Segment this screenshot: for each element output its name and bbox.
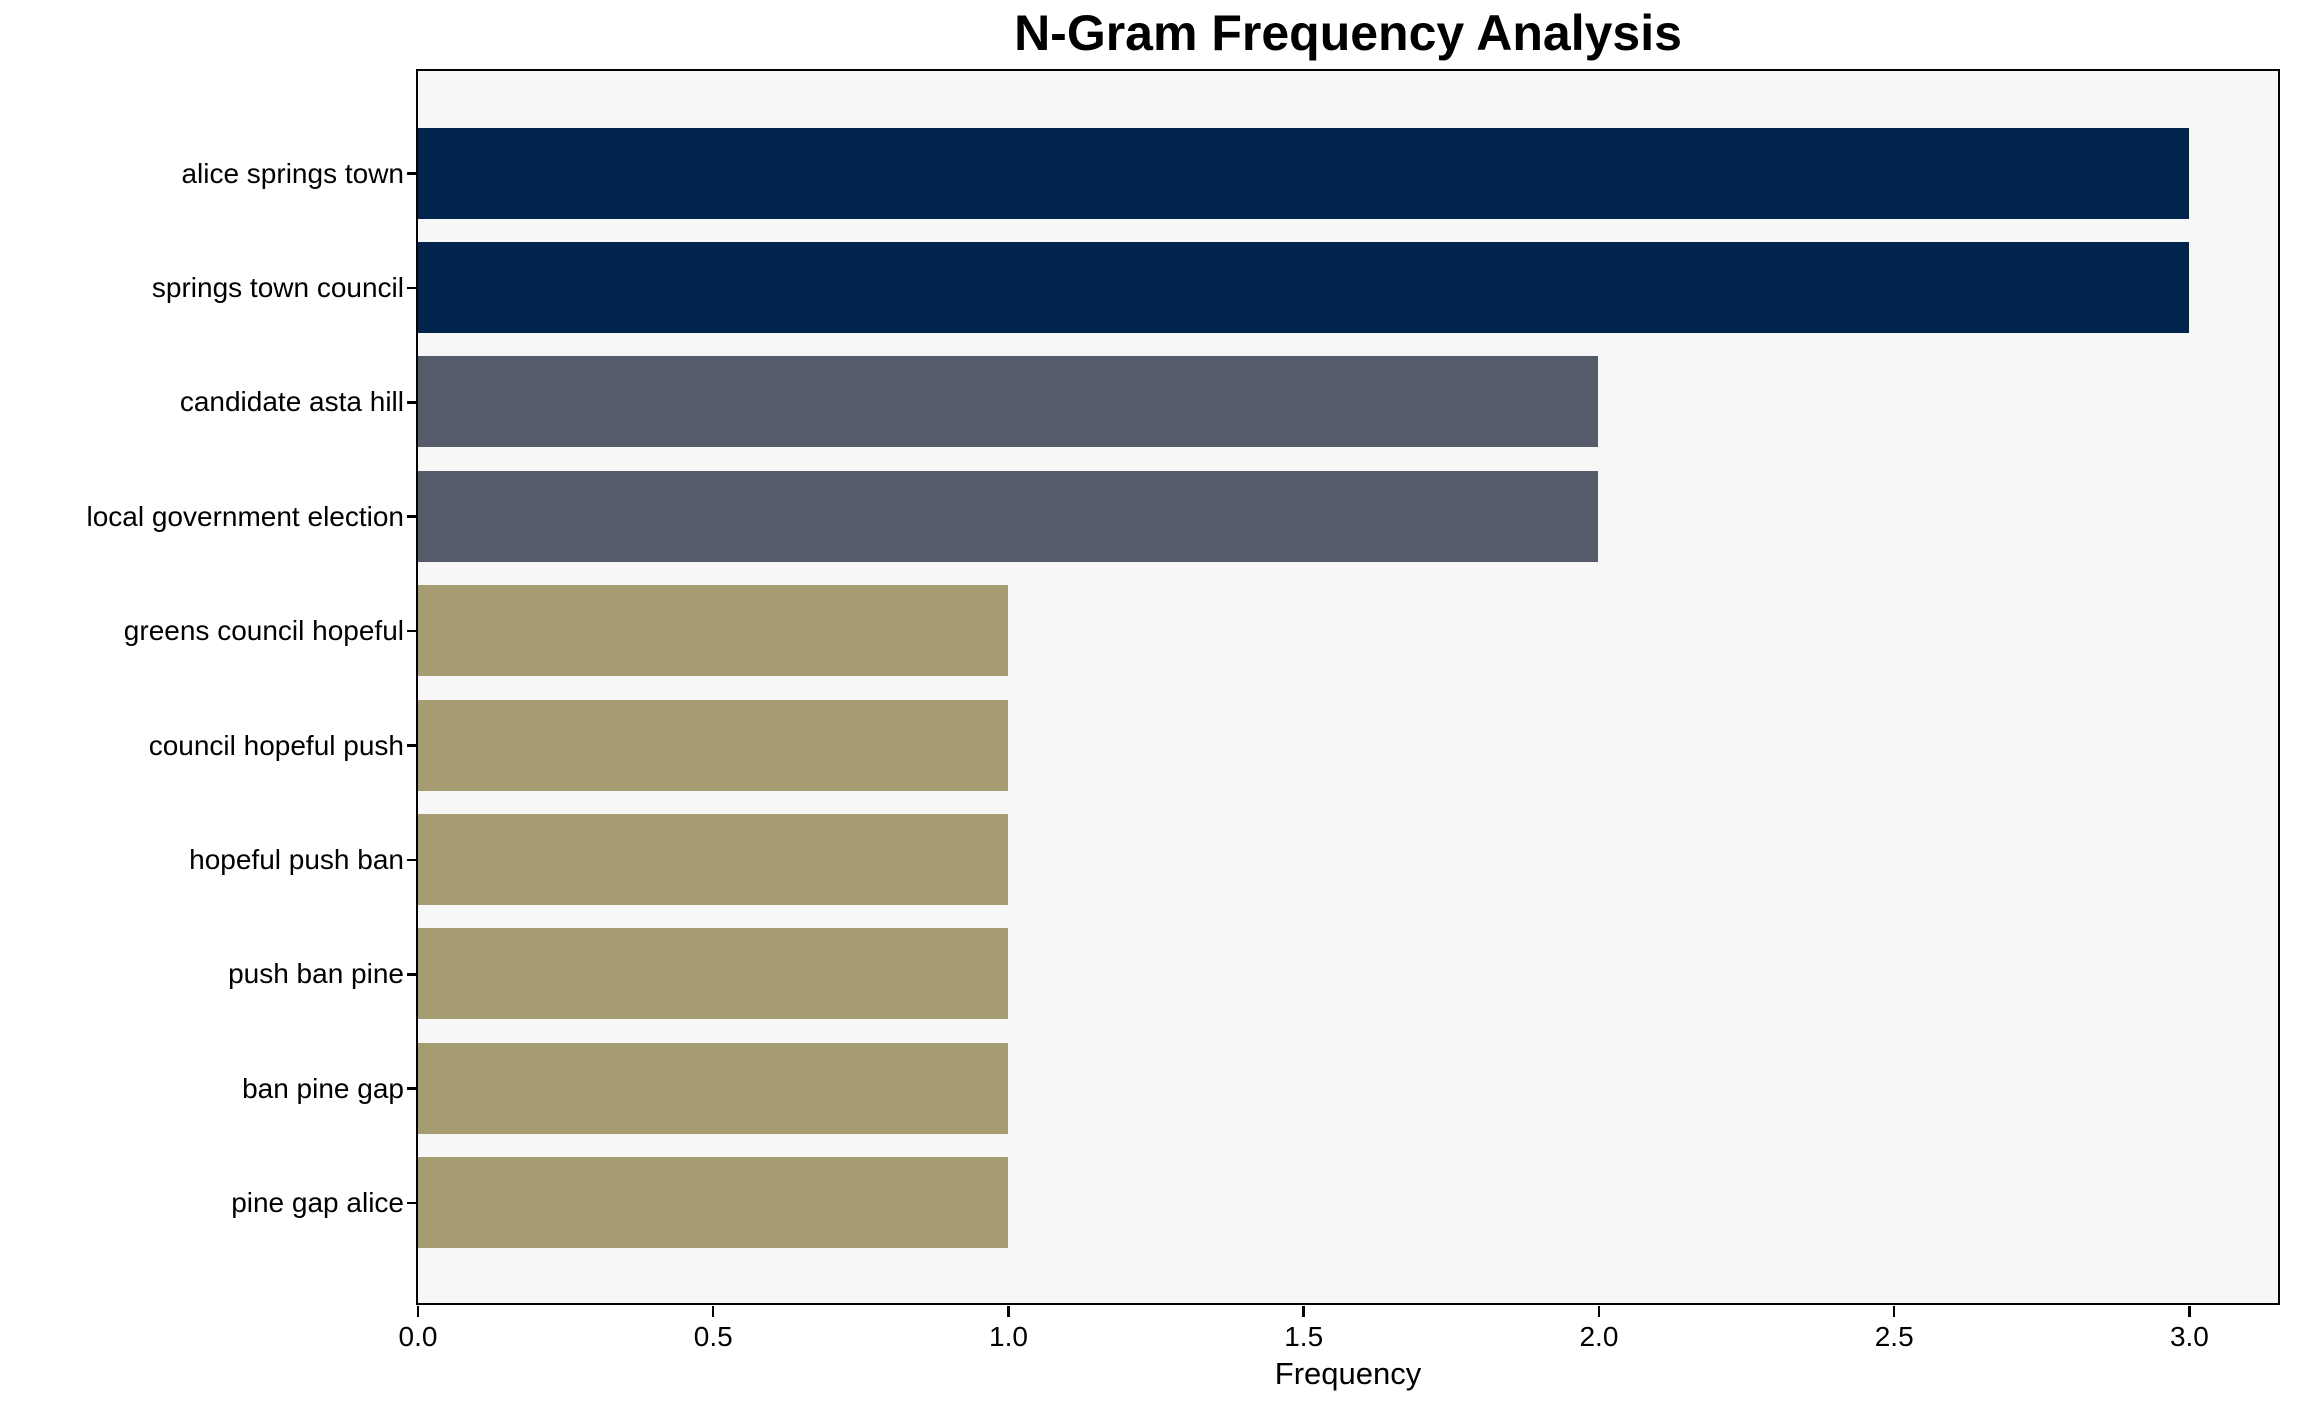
plot-area (415, 68, 2280, 1305)
bar (417, 356, 1599, 448)
x-tick (1892, 1305, 1896, 1317)
y-tick (407, 1087, 418, 1090)
y-tick (407, 172, 418, 175)
y-tick (407, 515, 418, 518)
y-tick (407, 1201, 418, 1205)
x-tick (1597, 1305, 1601, 1317)
x-tick (711, 1305, 715, 1317)
x-tick-label: 3.0 (2169, 1321, 2209, 1352)
y-tick-label: push ban pine (228, 958, 404, 990)
y-tick-label: candidate asta hill (179, 386, 404, 418)
x-tick (1007, 1305, 1010, 1317)
bar (417, 813, 1008, 905)
bar (417, 241, 2189, 333)
bar (417, 585, 1008, 677)
y-tick-label: pine gap alice (231, 1187, 404, 1219)
x-tick (1302, 1305, 1305, 1317)
bar (417, 127, 2189, 219)
y-tick-label: hopeful push ban (189, 843, 404, 875)
y-tick-label: greens council hopeful (123, 615, 404, 647)
y-tick (407, 744, 418, 747)
x-tick (2188, 1305, 2191, 1317)
x-tick-label: 0.0 (398, 1321, 438, 1352)
y-tick (407, 858, 418, 862)
y-tick (407, 401, 418, 404)
y-tick-label: alice springs town (181, 157, 404, 189)
bar (417, 1157, 1008, 1249)
y-tick-label: council hopeful push (148, 729, 404, 761)
y-tick-label: springs town council (151, 271, 404, 303)
x-tick-label: 2.5 (1874, 1321, 1914, 1352)
y-tick-label: local government election (86, 500, 404, 532)
bar (417, 1042, 1008, 1134)
x-tick-label: 2.0 (1579, 1321, 1619, 1352)
bar (417, 470, 1599, 562)
x-tick-label: 0.5 (693, 1321, 733, 1352)
y-tick (407, 286, 418, 290)
x-tick-label: 1.5 (1284, 1321, 1324, 1352)
bar (417, 928, 1008, 1020)
bar (417, 699, 1008, 791)
x-axis-title: Frequency (1274, 1356, 1422, 1391)
chart-title: N-Gram Frequency Analysis (1014, 5, 1682, 61)
x-tick-label: 1.0 (989, 1321, 1028, 1352)
y-tick (407, 629, 418, 633)
y-tick (407, 973, 418, 976)
y-tick-label: ban pine gap (242, 1072, 404, 1104)
x-tick (416, 1305, 420, 1317)
